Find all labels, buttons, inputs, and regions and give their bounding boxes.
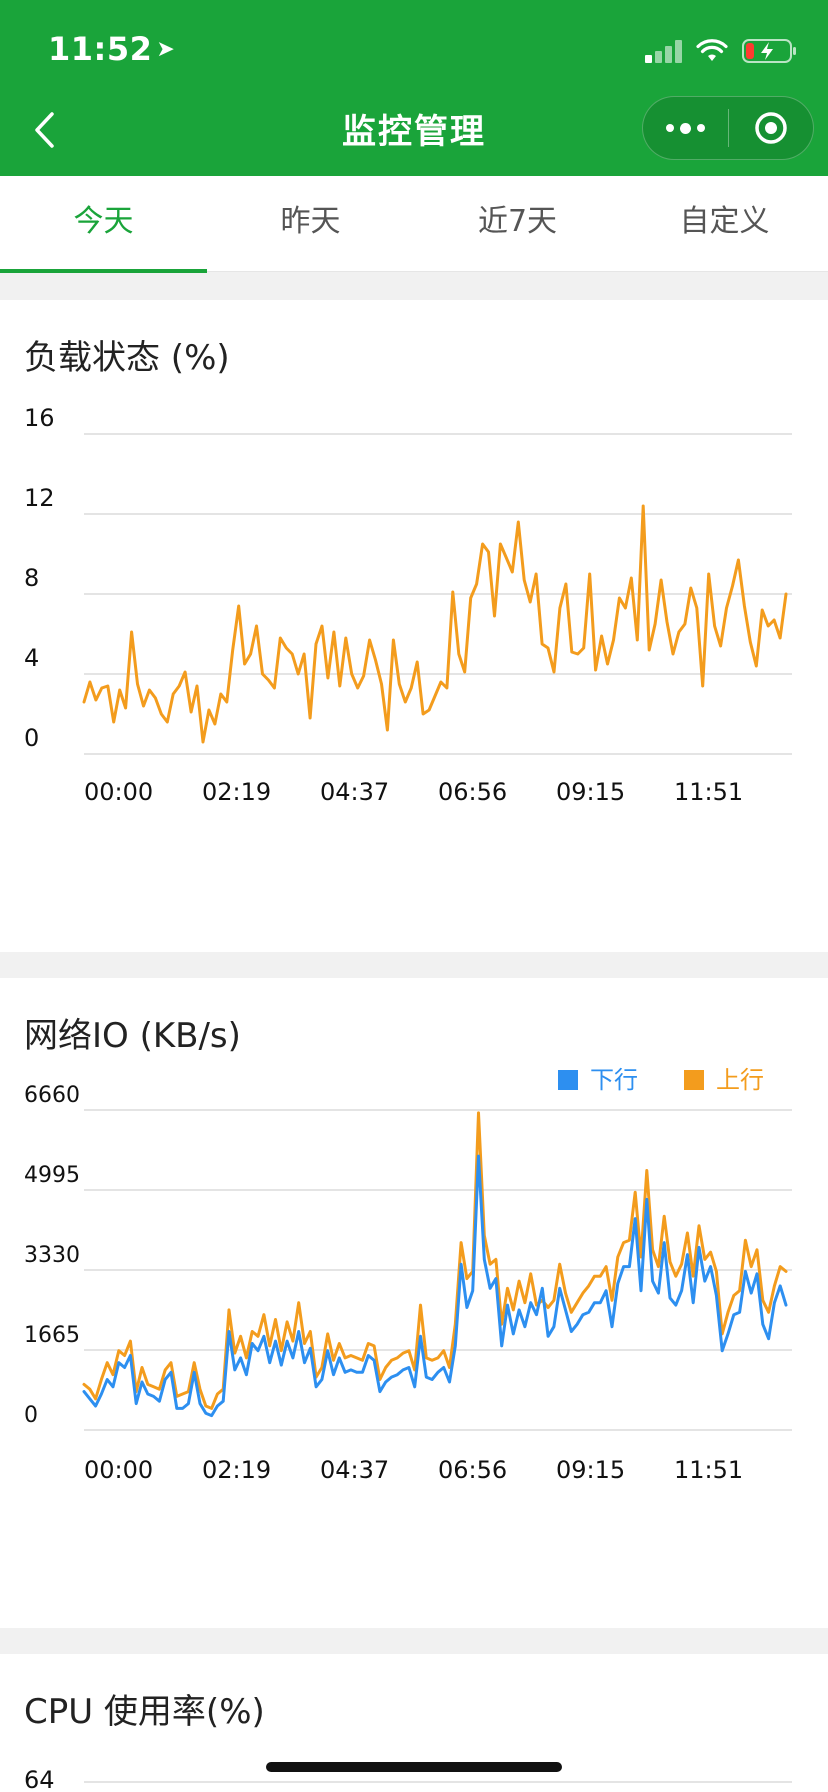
legend-upstream-label: 上行	[716, 1066, 764, 1094]
y-tick-label: 12	[24, 484, 55, 512]
legend-downstream-label: 下行	[590, 1066, 638, 1094]
close-mini-program-button[interactable]	[729, 97, 814, 159]
x-tick-label: 11:51	[674, 778, 743, 806]
status-bar-time: 11:52 ➤	[48, 30, 175, 68]
series-line-downstream	[82, 1154, 788, 1418]
back-button[interactable]	[24, 106, 64, 154]
load-line-chart: 16 12 8 4 0 00:00 02:19 04:37 06:56 09:15 11:51	[24, 404, 792, 806]
capsule-divider	[727, 109, 729, 147]
legend-downstream-swatch	[558, 1070, 578, 1090]
more-dots-icon	[665, 122, 705, 134]
series-line-upstream	[82, 1111, 788, 1410]
status-bar-icons	[645, 38, 798, 64]
mini-program-capsule	[642, 96, 814, 160]
tab-today[interactable]: 今天	[0, 176, 207, 273]
load-status-card: 负载状态 (%) 16 12 8 4 0 00:00 02:19 04:37 06:56 09:1…	[0, 300, 828, 952]
tab-last-7-days[interactable]: 近7天	[477, 204, 558, 239]
x-tick-label: 00:00	[84, 778, 153, 806]
y-tick-label: 4995	[24, 1163, 80, 1188]
network-chart-title: 网络IO (KB/s)	[24, 1016, 241, 1056]
x-tick-label: 02:19	[202, 778, 271, 806]
x-tick-label: 09:15	[556, 778, 625, 806]
mini-program-close-icon	[755, 112, 787, 144]
x-tick-label: 04:37	[320, 1456, 389, 1484]
network-io-line-chart: 6660 4995 3330 1665 0 00:00 02:19 04:37 06:56 09:…	[24, 1066, 792, 1484]
x-tick-label: 04:37	[320, 778, 389, 806]
y-tick-label: 0	[24, 1403, 38, 1428]
date-range-tabs: 今天 昨天 近7天 自定义	[0, 176, 828, 273]
x-tick-label: 09:15	[556, 1456, 625, 1484]
y-tick-label: 16	[24, 404, 55, 432]
legend-upstream-swatch	[684, 1070, 704, 1090]
battery-charging-icon	[742, 38, 798, 64]
y-tick-label: 4	[24, 644, 39, 672]
x-tick-label: 06:56	[438, 778, 507, 806]
cpu-chart-title: CPU 使用率(%)	[24, 1692, 265, 1732]
app-header: 11:52 ➤ 监控管理	[0, 0, 828, 176]
network-io-card: 网络IO (KB/s) 6660 4995 3330 1665 0 00:00 02:19 0…	[0, 978, 828, 1628]
load-chart-title: 负载状态 (%)	[24, 338, 230, 378]
chevron-left-icon	[35, 112, 54, 148]
y-tick-label: 64	[24, 1766, 55, 1792]
x-tick-label: 06:56	[438, 1456, 507, 1484]
status-time-text: 11:52	[48, 30, 153, 68]
home-indicator	[266, 1762, 562, 1772]
y-tick-label: 3330	[24, 1243, 80, 1268]
location-arrow-icon: ➤	[156, 37, 176, 62]
x-tick-label: 11:51	[674, 1456, 743, 1484]
y-tick-label: 8	[24, 564, 39, 592]
tab-yesterday[interactable]: 昨天	[280, 204, 341, 239]
more-button[interactable]	[643, 97, 728, 159]
tab-custom[interactable]: 自定义	[679, 204, 770, 239]
x-tick-label: 02:19	[202, 1456, 271, 1484]
signal-icon	[645, 39, 682, 63]
x-tick-label: 00:00	[84, 1456, 153, 1484]
y-tick-label: 6660	[24, 1083, 80, 1108]
wifi-icon	[696, 39, 728, 63]
y-tick-label: 0	[24, 724, 39, 752]
page-title: 监控管理	[342, 112, 486, 152]
series-line-load	[82, 504, 788, 744]
cpu-line-chart: 64	[24, 1766, 792, 1792]
y-tick-label: 1665	[24, 1323, 80, 1348]
